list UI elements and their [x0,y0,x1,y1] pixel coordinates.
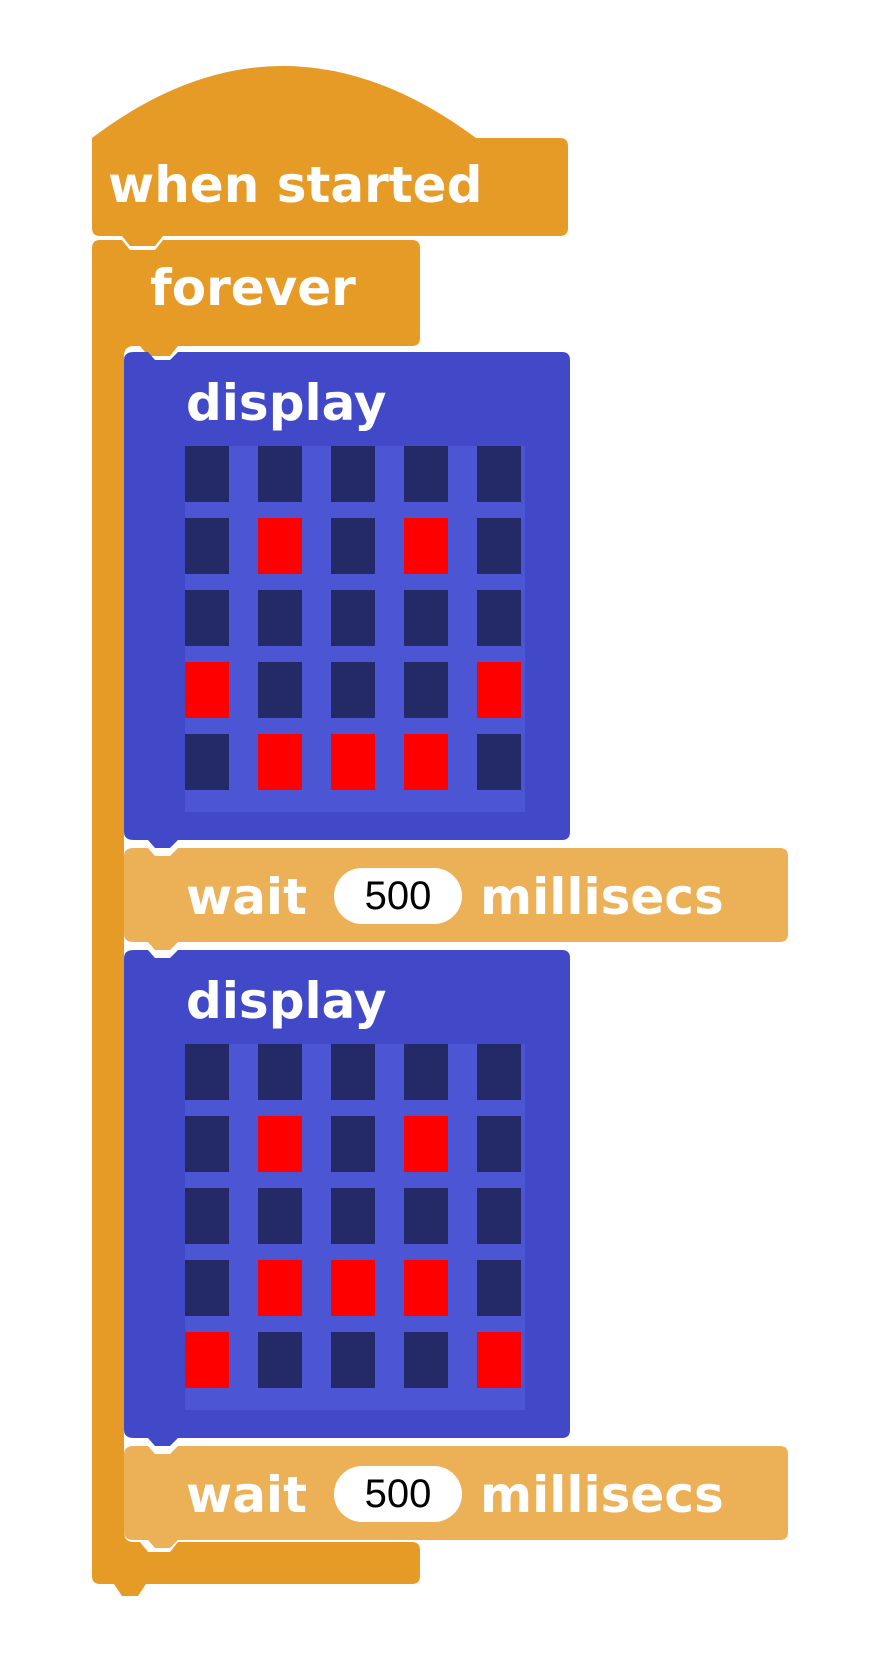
led-cell[interactable] [258,590,302,646]
led-cell[interactable] [331,1332,375,1388]
led-cell[interactable] [185,446,229,502]
wait-unit-label-1: millisecs [480,868,724,926]
led-cell[interactable] [185,662,229,718]
led-cell[interactable] [258,1260,302,1316]
led-cell[interactable] [331,1188,375,1244]
led-cell[interactable] [185,734,229,790]
led-cell[interactable] [477,1116,521,1172]
led-cell[interactable] [258,1332,302,1388]
led-cell[interactable] [404,662,448,718]
led-cell[interactable] [331,1260,375,1316]
led-cell[interactable] [185,1116,229,1172]
when-started-label: when started [108,156,483,214]
led-cell[interactable] [404,1260,448,1316]
led-cell[interactable] [258,518,302,574]
led-matrix-2 [185,1044,525,1410]
led-cell[interactable] [331,1116,375,1172]
led-cell[interactable] [404,1044,448,1100]
led-cell[interactable] [477,734,521,790]
led-cell[interactable] [477,590,521,646]
wait-label-1: wait [186,868,307,926]
led-cell[interactable] [477,1044,521,1100]
led-cell[interactable] [404,590,448,646]
when-started-block[interactable] [92,66,568,246]
led-cell[interactable] [258,1044,302,1100]
led-cell[interactable] [404,446,448,502]
led-cell[interactable] [185,1260,229,1316]
led-cell[interactable] [404,1116,448,1172]
led-cell[interactable] [258,734,302,790]
wait-duration-input-1[interactable]: 500 [334,868,462,924]
led-cell[interactable] [331,590,375,646]
led-cell[interactable] [404,734,448,790]
led-cell[interactable] [185,590,229,646]
led-cell[interactable] [331,518,375,574]
led-cell[interactable] [185,518,229,574]
led-matrix-1 [185,446,525,812]
led-cell[interactable] [258,1116,302,1172]
led-cell[interactable] [404,1332,448,1388]
display-label-1: display [186,374,387,432]
led-cell[interactable] [185,1188,229,1244]
led-cell[interactable] [331,446,375,502]
wait-duration-input-2[interactable]: 500 [334,1466,462,1522]
wait-label-2: wait [186,1466,307,1524]
display-label-2: display [186,972,387,1030]
led-cell[interactable] [185,1332,229,1388]
led-cell[interactable] [477,1260,521,1316]
led-cell[interactable] [404,1188,448,1244]
led-cell[interactable] [331,1044,375,1100]
led-cell[interactable] [477,446,521,502]
led-cell[interactable] [258,1188,302,1244]
led-cell[interactable] [404,518,448,574]
led-cell[interactable] [477,1188,521,1244]
led-cell[interactable] [477,518,521,574]
forever-label: forever [150,259,356,317]
led-cell[interactable] [258,446,302,502]
led-cell[interactable] [258,662,302,718]
led-cell[interactable] [185,1044,229,1100]
led-cell[interactable] [331,734,375,790]
led-cell[interactable] [477,662,521,718]
led-cell[interactable] [477,1332,521,1388]
wait-unit-label-2: millisecs [480,1466,724,1524]
led-cell[interactable] [331,662,375,718]
